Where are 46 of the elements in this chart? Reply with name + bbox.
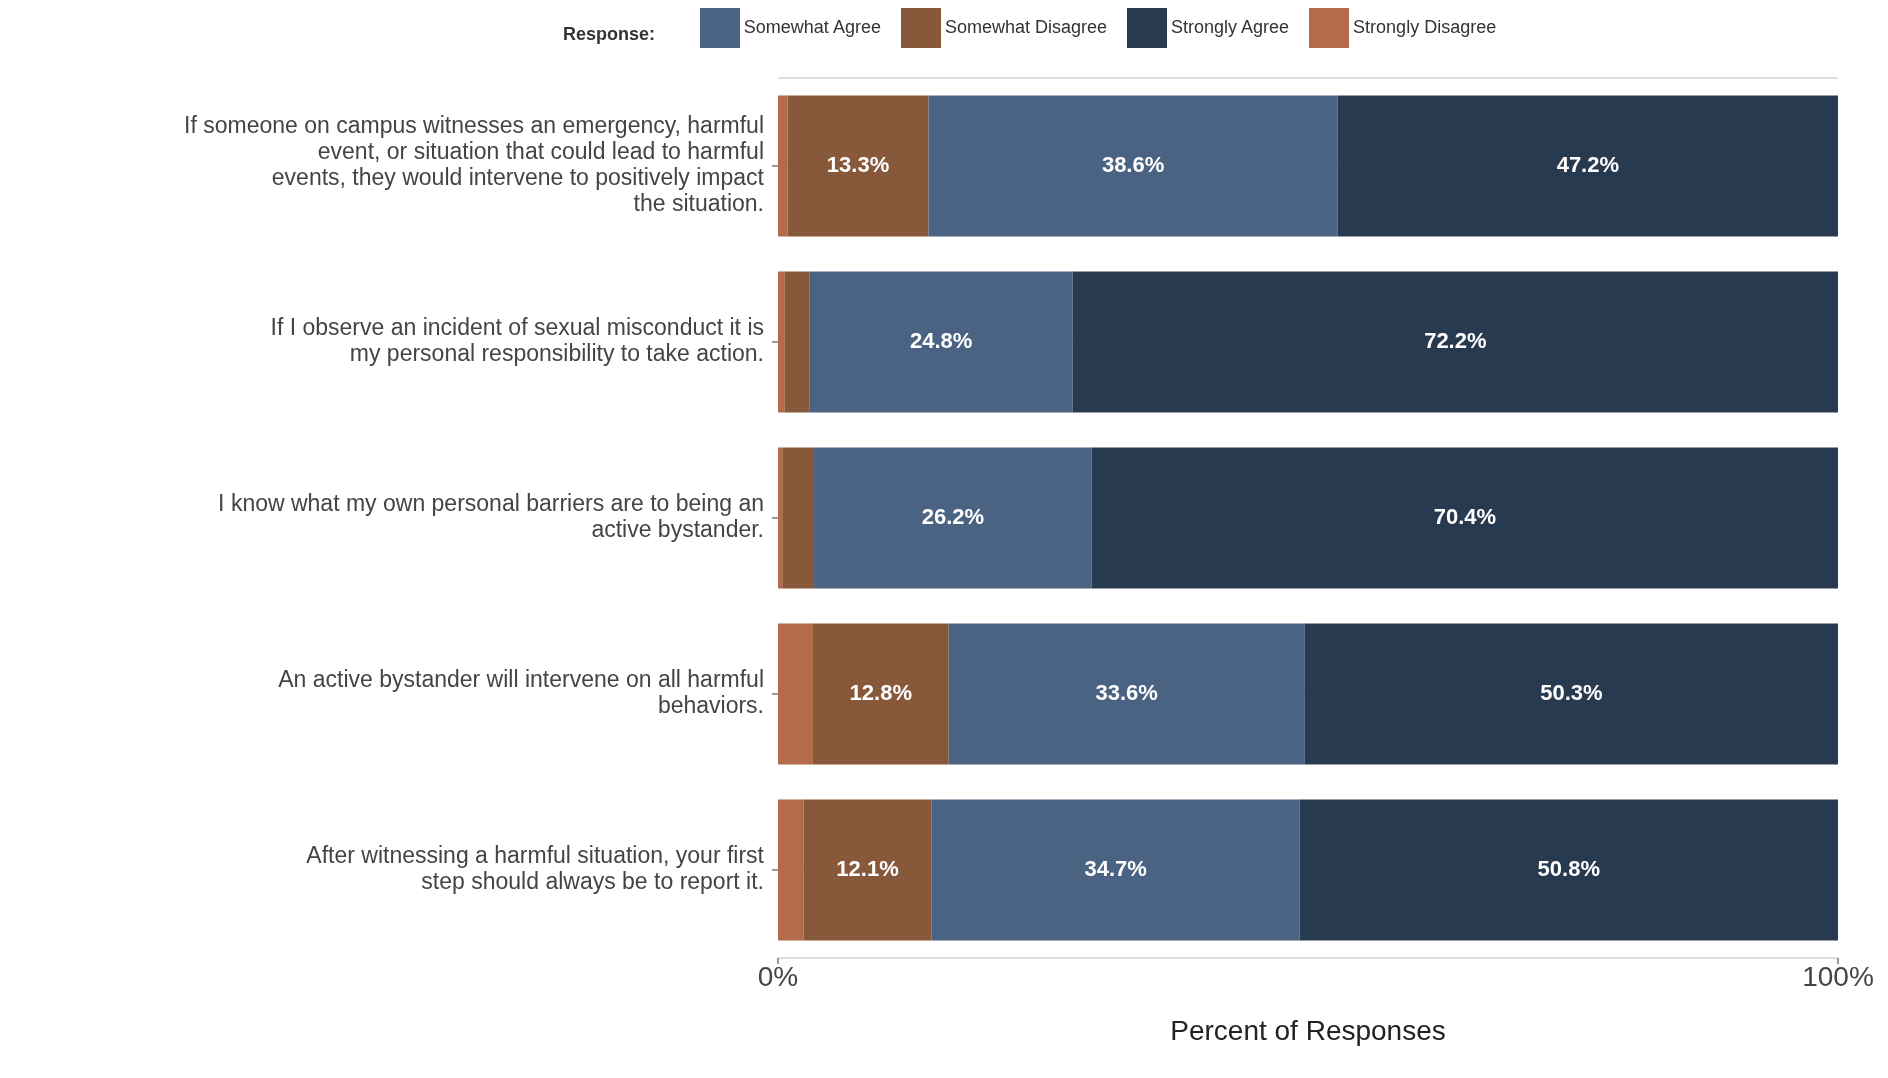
data-label: 12.1% [836,855,899,881]
bar [1337,95,1838,237]
data-label: 26.2% [921,503,985,529]
bar [931,799,1300,941]
legend-title: Response: [563,24,656,45]
data-label: 50.8% [1537,855,1600,881]
bar [1091,447,1838,589]
y-tick-label: If I observe an incident of sexual misconduct it is my personal responsibility to take action. [270,314,764,367]
data-label: 38.6% [1101,151,1165,177]
data-label: 13.3% [826,151,890,177]
data-label: 50.3% [1540,679,1603,705]
y-tick-label: An active bystander will intervene on all harmful behaviors. [278,666,764,719]
data-label: 33.6% [1095,679,1158,705]
bar [784,271,810,413]
legend-label: Somewhat Disagree [944,16,1108,37]
y-tick-label: I know what my own personal barriers are to being an active bystander. [218,490,764,543]
data-label: 24.8% [910,327,973,353]
bar [812,623,949,765]
legend-label: Strongly Agree [1171,16,1290,37]
bar [778,799,804,941]
bar [778,447,783,589]
x-tick-label: 100% [1802,960,1874,992]
bar [1304,623,1838,765]
y-tick-label: After witnessing a harmful situation, your first step should always be to report it. [306,842,765,895]
data-label: 12.8% [849,679,913,705]
bar [928,95,1338,237]
data-label: 70.4% [1433,503,1497,529]
data-label: 72.2% [1424,327,1487,353]
legend-label: Strongly Disagree [1353,16,1497,37]
data-label: 47.2% [1556,151,1620,177]
bar [787,95,929,237]
bar [778,271,785,413]
y-tick-label: If someone on campus witnesses an emergency, harmful event, or situation that could lead to harmful events, they would intervene to positively impact the situation. [184,112,765,217]
bar [948,623,1305,765]
legend-label: Somewhat Agree [743,16,881,37]
bar [782,447,815,589]
bar [778,95,788,237]
bar [1072,271,1838,413]
bar [1299,799,1838,941]
bar [814,447,1092,589]
bar [778,623,813,765]
x-tick-label: 0% [757,960,799,992]
data-label: 34.7% [1084,855,1147,881]
bar [809,271,1073,413]
bar [803,799,932,941]
x-axis-title: Percent of Responses [1170,1015,1446,1046]
